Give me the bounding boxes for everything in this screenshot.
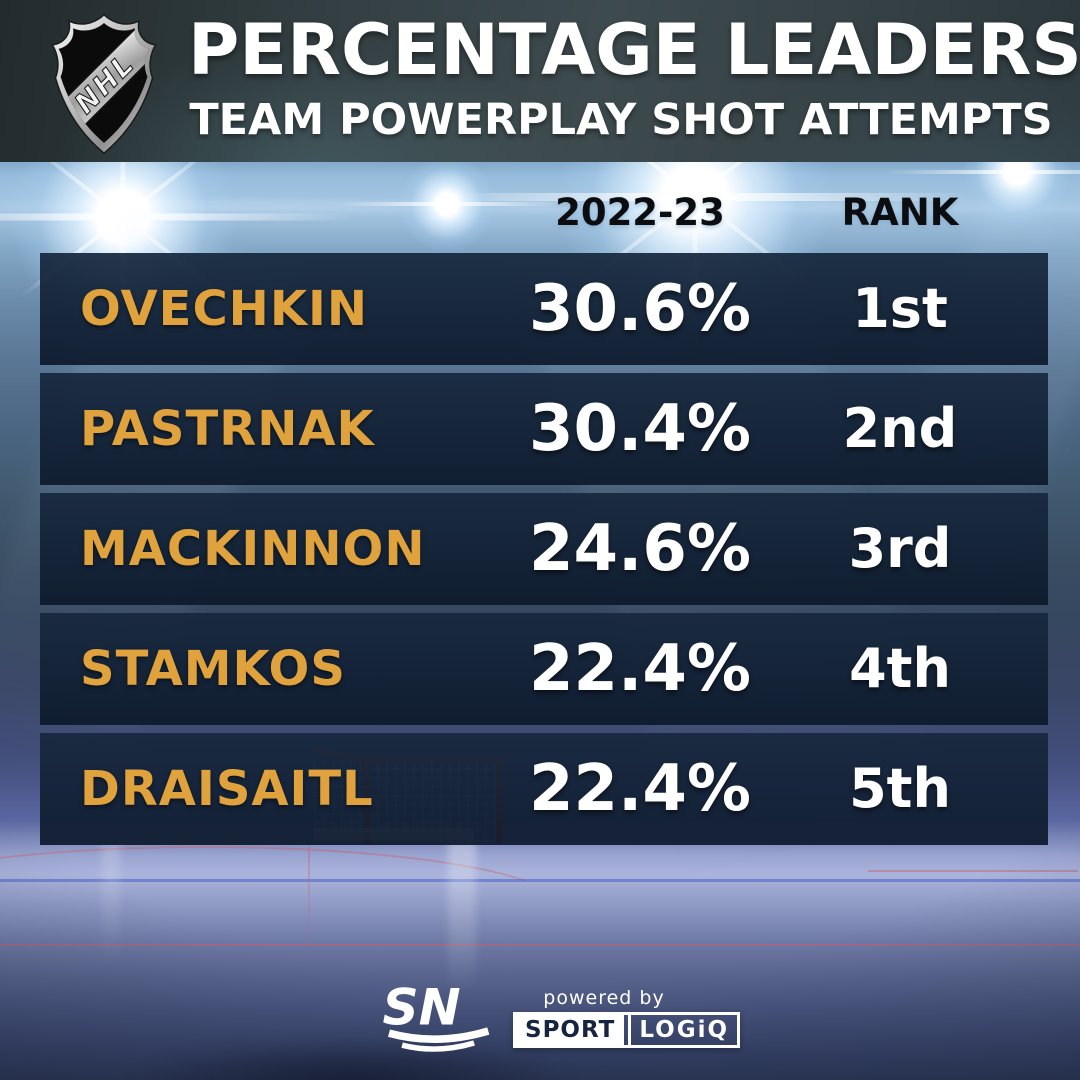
table-row: MACKINNON 24.6% 3rd [40, 493, 1048, 605]
rink-vertical-line [308, 846, 310, 964]
column-header-rank: RANK [841, 191, 959, 234]
footer: SN powered by SPORT LOGiQ [0, 975, 1080, 1065]
powered-by-label: powered by [543, 987, 665, 1009]
stat-rank: 3rd [848, 517, 952, 580]
rink-blue-line [0, 879, 1080, 882]
rink-red-segment [868, 870, 1078, 872]
column-headers: 2022-23 RANK [40, 180, 1048, 246]
stat-value: 30.6% [528, 272, 752, 346]
ice-light-reflection [448, 840, 476, 995]
player-name: OVECHKIN [80, 281, 369, 337]
table-row: DRAISAITL 22.4% 5th [40, 733, 1048, 845]
sportsnet-swoosh [387, 1027, 490, 1044]
sportsnet-swoosh [401, 1040, 475, 1052]
page-title: PERCENTAGE LEADERS [188, 9, 1080, 91]
rink-red-line [0, 944, 1080, 946]
sportlogiq-sport-text: SPORT [516, 1015, 625, 1045]
nhl-logo: NHL [51, 13, 157, 155]
ice-light-reflection [102, 840, 120, 965]
stat-value: 22.4% [528, 752, 752, 826]
lens-flare [337, 155, 557, 253]
stat-rank: 4th [849, 637, 951, 700]
sportsnet-logo: SN [382, 983, 490, 1052]
sportsnet-logo-text: SN [382, 983, 460, 1036]
leaders-table: OVECHKIN 30.6% 1st PASTRNAK 30.4% 2nd MA… [40, 253, 1048, 853]
stat-rank: 1st [852, 277, 948, 340]
player-name: STAMKOS [80, 641, 346, 697]
player-name: MACKINNON [80, 521, 426, 577]
stat-value: 22.4% [528, 632, 752, 706]
sportlogiq-logiq-text: LOGiQ [628, 1015, 737, 1045]
page-subtitle: TEAM POWERPLAY SHOT ATTEMPTS [189, 95, 1053, 145]
table-row: PASTRNAK 30.4% 2nd [40, 373, 1048, 485]
header-bar: NHL PERCENTAGE LEADERS TEAM POWERPLAY SH… [0, 0, 1080, 162]
stat-value: 24.6% [528, 512, 752, 586]
sportlogiq-logo: SPORT LOGiQ [513, 1012, 741, 1048]
stat-rank: 5th [849, 757, 951, 820]
player-name: PASTRNAK [80, 401, 375, 457]
stat-rank: 2nd [842, 397, 958, 460]
player-name: DRAISAITL [80, 761, 374, 817]
column-header-season: 2022-23 [555, 191, 725, 234]
faceoff-circle-arc [0, 846, 560, 966]
stat-value: 30.4% [528, 392, 752, 466]
table-row: STAMKOS 22.4% 4th [40, 613, 1048, 725]
table-row: OVECHKIN 30.6% 1st [40, 253, 1048, 365]
